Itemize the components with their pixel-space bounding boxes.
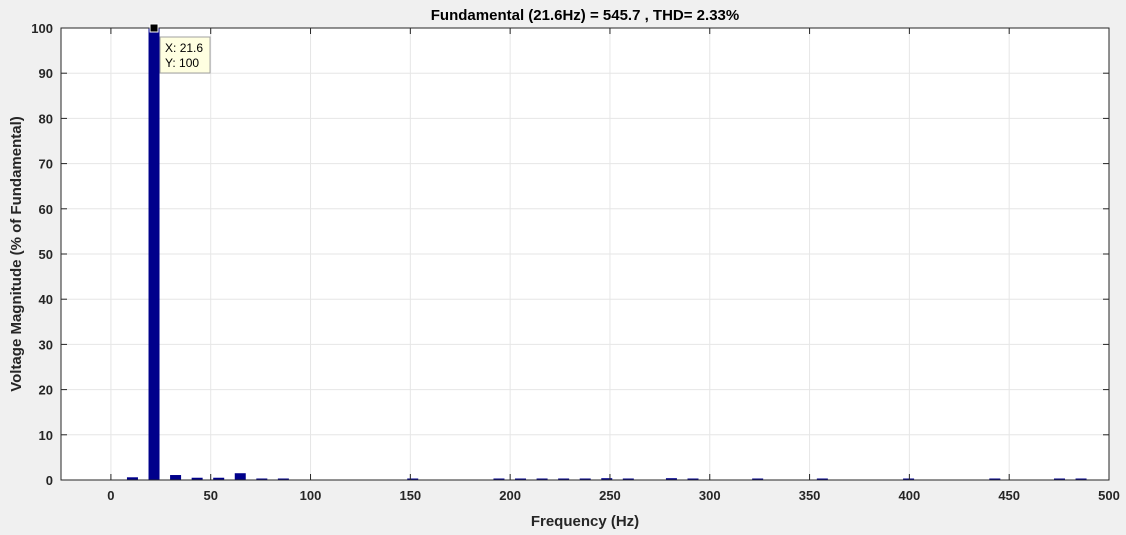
bar[interactable] xyxy=(148,28,160,480)
x-tick-label: 200 xyxy=(499,488,521,503)
bar[interactable] xyxy=(558,478,570,481)
x-axis-label: Frequency (Hz) xyxy=(531,513,639,530)
y-tick-label: 40 xyxy=(39,292,53,307)
bar[interactable] xyxy=(601,478,613,480)
data-tip-marker[interactable] xyxy=(149,23,159,33)
y-tick-label: 60 xyxy=(39,202,53,217)
x-tick-label: 0 xyxy=(107,488,114,503)
x-tick-label: 450 xyxy=(998,488,1020,503)
data-tip[interactable]: X: 21.6 Y: 100 xyxy=(149,23,211,74)
bar[interactable] xyxy=(1075,478,1087,481)
bar[interactable] xyxy=(665,478,677,480)
x-tick-label: 350 xyxy=(799,488,821,503)
bar[interactable] xyxy=(1053,478,1065,481)
bar[interactable] xyxy=(256,478,268,481)
bar[interactable] xyxy=(622,478,634,481)
y-tick-label: 50 xyxy=(39,247,53,262)
y-tick-label: 30 xyxy=(39,337,53,352)
y-tick-label: 80 xyxy=(39,111,53,126)
y-tick-label: 10 xyxy=(39,428,53,443)
bar[interactable] xyxy=(170,475,182,480)
x-tick-label: 250 xyxy=(599,488,621,503)
bar[interactable] xyxy=(903,478,915,481)
bar[interactable] xyxy=(407,478,419,481)
y-tick-labels: 0 10 20 30 40 50 60 70 80 90 100 xyxy=(31,21,53,488)
y-tick-label: 90 xyxy=(39,66,53,81)
y-tick-label: 0 xyxy=(46,473,53,488)
y-tick-label: 100 xyxy=(31,21,53,36)
tick-marks xyxy=(61,27,1110,481)
bar[interactable] xyxy=(277,478,289,481)
chart-title: Fundamental (21.6Hz) = 545.7 , THD= 2.33… xyxy=(431,7,739,24)
data-tip-y-text: Y: 100 xyxy=(165,56,199,70)
y-tick-label: 20 xyxy=(39,383,53,398)
bar[interactable] xyxy=(493,478,505,481)
bar[interactable] xyxy=(579,478,591,481)
bar[interactable] xyxy=(213,477,225,480)
y-axis-label: Voltage Magnitude (% of Fundamental) xyxy=(8,116,25,392)
x-tick-label: 50 xyxy=(203,488,217,503)
x-tick-label: 150 xyxy=(399,488,421,503)
bar[interactable] xyxy=(234,473,246,480)
x-tick-labels: 0 50 100 150 200 250 300 350 400 450 500 xyxy=(107,488,1120,503)
bar[interactable] xyxy=(126,477,138,480)
bar[interactable] xyxy=(191,477,203,480)
data-tip-box xyxy=(159,36,211,74)
bar-series xyxy=(126,28,1087,481)
bar[interactable] xyxy=(989,478,1001,481)
bar[interactable] xyxy=(536,478,548,481)
x-tick-label: 500 xyxy=(1098,488,1120,503)
bar[interactable] xyxy=(687,478,699,481)
y-tick-label: 70 xyxy=(39,157,53,172)
bar[interactable] xyxy=(515,478,527,481)
x-tick-label: 300 xyxy=(699,488,721,503)
bar[interactable] xyxy=(816,478,828,481)
data-tip-x-text: X: 21.6 xyxy=(165,41,203,55)
x-tick-label: 400 xyxy=(899,488,921,503)
bar[interactable] xyxy=(752,478,764,481)
x-tick-label: 100 xyxy=(300,488,322,503)
